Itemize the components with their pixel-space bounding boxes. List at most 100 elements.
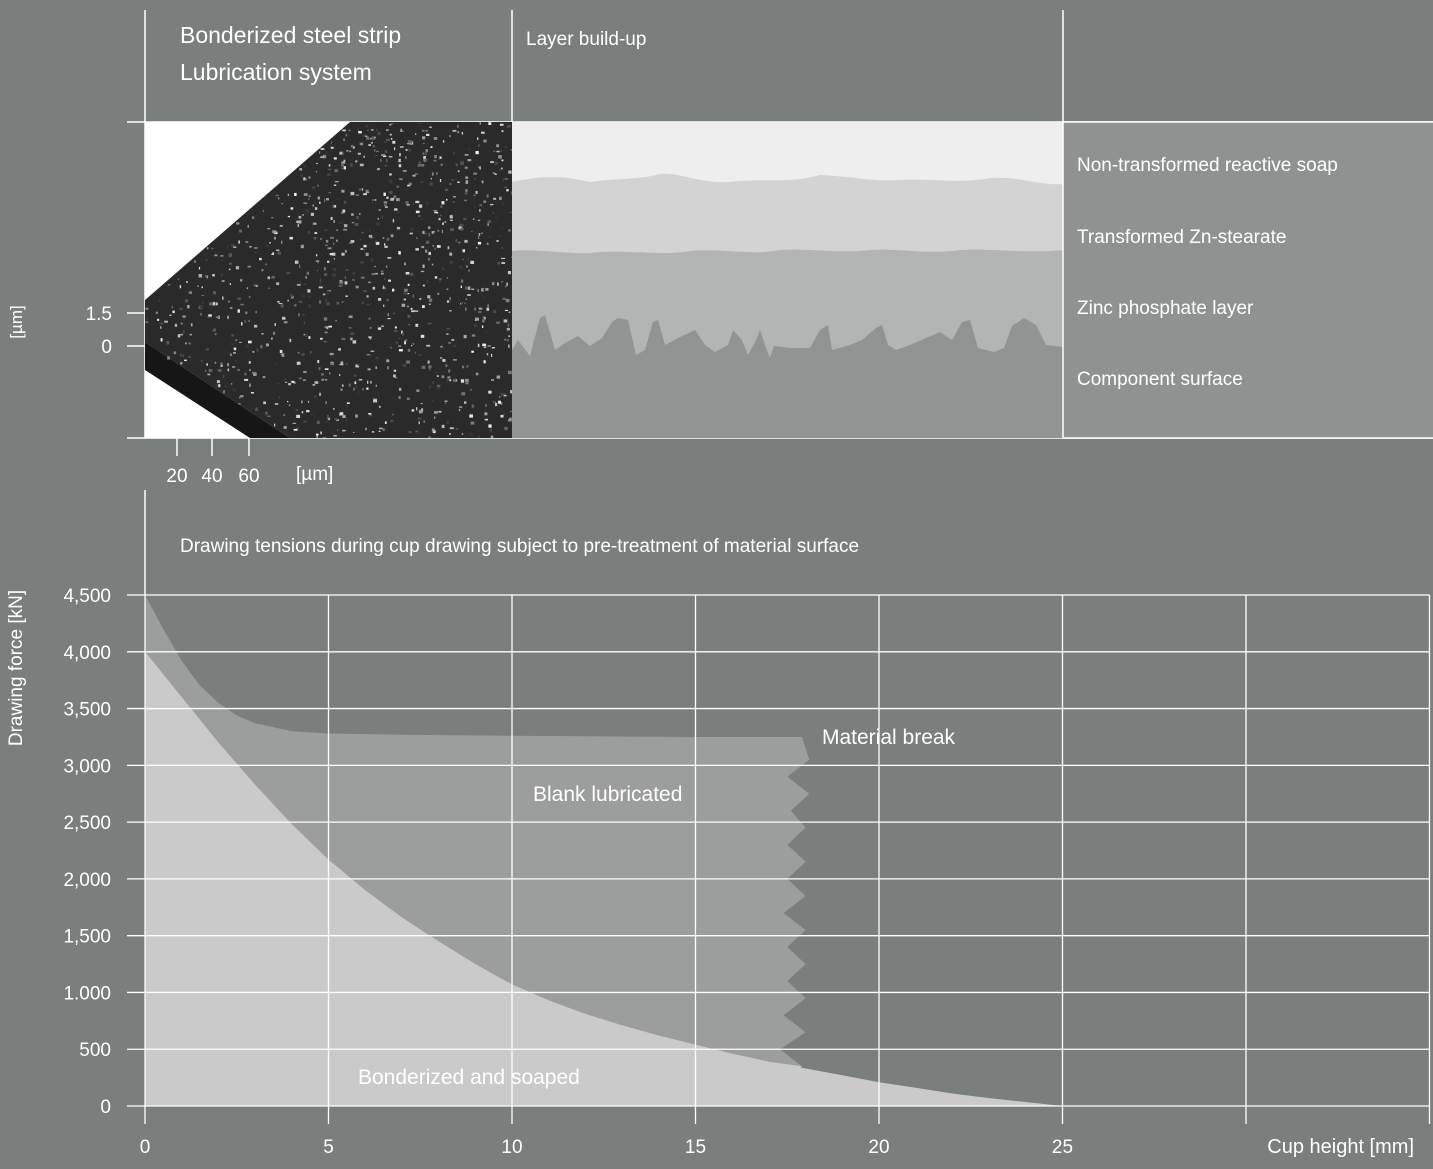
- speckle: [460, 379, 464, 383]
- speckle: [478, 307, 483, 310]
- speckle: [251, 216, 255, 219]
- speckle: [295, 409, 298, 411]
- speckle: [465, 298, 467, 300]
- speckle: [494, 173, 497, 175]
- speckle: [198, 274, 203, 278]
- speckle: [298, 215, 302, 219]
- layer-build-up-title: Layer build-up: [526, 29, 646, 50]
- speckle: [470, 421, 475, 425]
- speckle: [419, 204, 423, 208]
- speckle: [467, 294, 471, 296]
- speckle: [246, 287, 249, 290]
- speckle: [352, 279, 355, 281]
- speckle: [299, 168, 303, 171]
- speckle: [425, 249, 428, 253]
- speckle: [472, 194, 476, 197]
- speckle: [472, 218, 475, 220]
- speckle: [418, 421, 420, 425]
- speckle: [302, 379, 306, 381]
- speckle: [460, 161, 464, 165]
- speckle: [375, 366, 378, 369]
- speckle: [449, 215, 453, 219]
- speckle: [471, 288, 475, 290]
- speckle: [289, 338, 292, 343]
- speckle: [321, 378, 324, 381]
- speckle: [411, 227, 414, 231]
- speckle: [407, 184, 411, 187]
- speckle: [213, 301, 215, 305]
- speckle: [303, 371, 307, 373]
- speckle: [492, 172, 496, 174]
- micro-xlabel-60: 60: [238, 466, 259, 487]
- speckle: [336, 229, 338, 231]
- speckle: [365, 189, 369, 193]
- speckle: [324, 198, 326, 203]
- speckle: [490, 161, 494, 163]
- speckle: [230, 353, 232, 356]
- speckle: [371, 201, 374, 204]
- speckle: [358, 390, 360, 394]
- speckle: [173, 351, 177, 355]
- speckle: [453, 359, 457, 361]
- speckle: [260, 345, 263, 349]
- speckle: [227, 368, 230, 372]
- speckle: [405, 189, 408, 191]
- title-line-1: Bonderized steel strip: [180, 22, 401, 48]
- speckle: [262, 210, 264, 213]
- speckle: [209, 302, 214, 306]
- speckle: [352, 340, 357, 344]
- speckle: [505, 298, 510, 303]
- x-tick-label: 0: [140, 1137, 151, 1158]
- speckle: [240, 278, 243, 282]
- speckle: [386, 265, 388, 268]
- speckle: [442, 359, 446, 362]
- speckle: [488, 424, 492, 428]
- speckle: [278, 396, 280, 399]
- speckle: [301, 294, 305, 298]
- micrograph-edge: [145, 342, 290, 438]
- speckle: [289, 236, 293, 240]
- speckle: [345, 362, 348, 366]
- speckle: [350, 337, 353, 341]
- speckle: [237, 368, 240, 371]
- speckle: [345, 419, 348, 421]
- speckle: [464, 166, 468, 169]
- speckle: [479, 166, 481, 170]
- speckle: [363, 289, 367, 293]
- speckle: [254, 251, 257, 254]
- speckle: [286, 272, 291, 274]
- speckle: [386, 129, 389, 131]
- speckle: [479, 209, 481, 212]
- speckle: [201, 286, 203, 289]
- speckle: [418, 215, 421, 217]
- speckle: [369, 337, 372, 340]
- speckle: [474, 232, 479, 234]
- speckle: [275, 194, 279, 197]
- speckle: [378, 427, 383, 430]
- speckle: [344, 281, 348, 285]
- speckle: [380, 272, 384, 275]
- speckle: [281, 353, 285, 357]
- speckle: [322, 154, 327, 159]
- speckle: [430, 177, 432, 180]
- speckle: [372, 145, 375, 148]
- speckle: [506, 339, 509, 341]
- speckle: [315, 171, 318, 173]
- layer-label-stearate: Transformed Zn-stearate: [1077, 227, 1286, 248]
- speckle: [367, 281, 372, 284]
- speckle: [396, 185, 400, 188]
- speckle: [481, 325, 484, 328]
- speckle: [343, 166, 346, 170]
- speckle: [315, 237, 318, 239]
- speckle: [335, 197, 340, 200]
- speckle: [375, 199, 377, 201]
- speckle: [376, 128, 378, 132]
- speckle: [338, 178, 340, 182]
- speckle: [376, 150, 379, 153]
- speckle: [250, 392, 254, 394]
- speckle: [182, 315, 186, 318]
- speckle: [294, 304, 297, 307]
- speckle: [468, 269, 470, 272]
- speckle: [383, 155, 387, 157]
- speckle: [317, 196, 320, 200]
